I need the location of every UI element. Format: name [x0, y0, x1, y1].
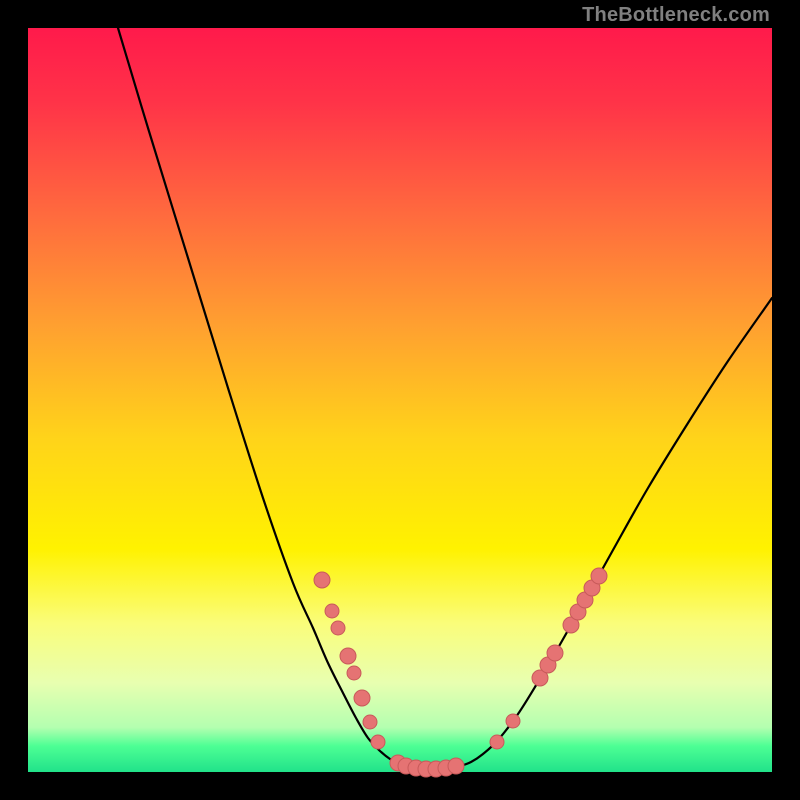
- data-marker: [314, 572, 330, 588]
- data-marker: [325, 604, 339, 618]
- data-marker: [591, 568, 607, 584]
- data-marker: [340, 648, 356, 664]
- watermark-text: TheBottleneck.com: [582, 4, 770, 27]
- data-marker: [347, 666, 361, 680]
- data-marker: [371, 735, 385, 749]
- data-marker: [363, 715, 377, 729]
- chart-frame: TheBottleneck.com: [0, 0, 800, 800]
- data-marker: [490, 735, 504, 749]
- curve-layer: [28, 28, 772, 772]
- data-marker: [448, 758, 464, 774]
- data-marker: [547, 645, 563, 661]
- data-marker: [354, 690, 370, 706]
- bottleneck-curve: [118, 28, 772, 769]
- data-marker: [331, 621, 345, 635]
- data-marker: [506, 714, 520, 728]
